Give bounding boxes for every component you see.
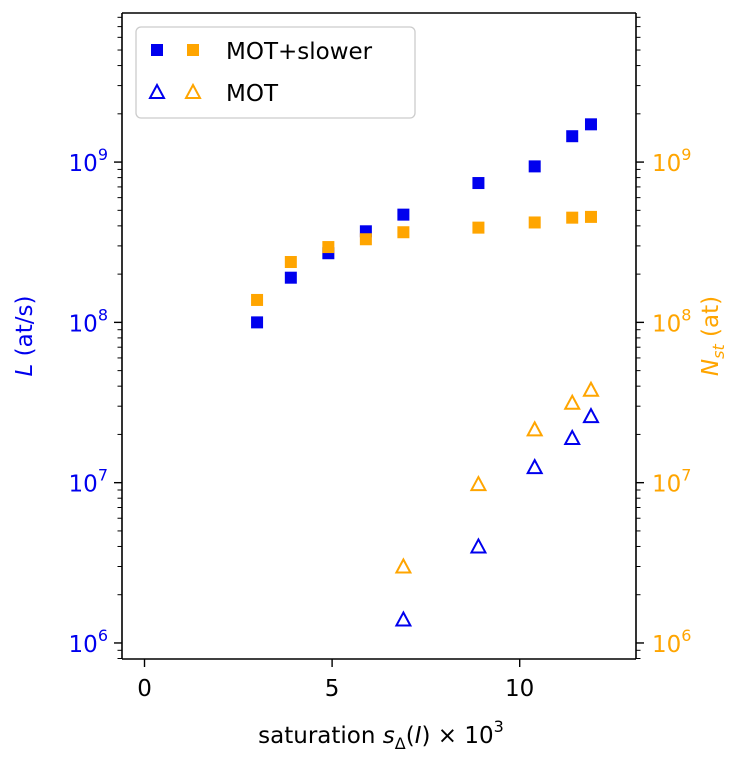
y-left-tick-label-9: 109	[69, 145, 108, 177]
y-right-tick-label-8: 108	[652, 305, 691, 337]
point-n-mot-slower-3	[359, 233, 372, 246]
y-left-tick-label-6: 106	[69, 626, 108, 658]
point-n-mot-slower-0	[251, 293, 264, 306]
point-n-mot-2	[526, 420, 544, 437]
y-left-tick-label-8: 108	[69, 305, 108, 337]
legend-label-mot-slower: MOT+slower	[226, 39, 373, 65]
point-n-mot-3	[563, 393, 581, 410]
point-n-mot-4	[582, 380, 600, 397]
legend-triangle-blue	[148, 82, 166, 99]
point-l-mot-slower-4	[397, 208, 410, 221]
legend: MOT+slower MOT	[135, 26, 416, 119]
x-tick-label-10: 10	[505, 676, 534, 702]
y-right-tick-label-7: 107	[652, 466, 691, 498]
plot-content	[251, 118, 600, 627]
legend-box	[135, 26, 416, 119]
y-right-tick-label-9: 109	[652, 145, 691, 177]
point-n-mot-slower-4	[397, 226, 410, 239]
point-n-mot-slower-5	[472, 221, 485, 234]
y-right-axis-label: Nst (at)	[698, 296, 728, 376]
point-l-mot-2	[526, 458, 544, 475]
point-n-mot-slower-7	[566, 211, 579, 224]
point-l-mot-slower-8	[584, 118, 597, 131]
point-l-mot-slower-5	[472, 177, 485, 190]
point-l-mot-slower-2	[322, 247, 335, 260]
axes-frame	[121, 12, 637, 660]
legend-square-orange	[187, 44, 199, 56]
point-n-mot-slower-2	[322, 241, 335, 254]
point-l-mot-slower-7	[566, 130, 579, 143]
point-l-mot-3	[563, 428, 581, 445]
axis-labels: saturation sΔ(I) × 103 L (at/s) Nst (at)	[12, 296, 728, 753]
point-n-mot-0	[394, 557, 413, 574]
point-l-mot-1	[469, 537, 488, 554]
point-l-mot-4	[582, 407, 600, 424]
point-n-mot-slower-8	[584, 210, 597, 223]
y-left-axis-label: L (at/s)	[12, 296, 38, 377]
y-left-tick-label-7: 107	[69, 466, 108, 498]
legend-label-mot: MOT	[226, 81, 279, 107]
point-l-mot-slower-6	[528, 160, 541, 173]
point-n-mot-slower-6	[528, 216, 541, 229]
x-tick-label-5: 5	[325, 676, 340, 702]
y-right-tick-label-6: 106	[652, 626, 691, 658]
point-n-mot-slower-1	[284, 256, 297, 269]
point-l-mot-0	[394, 610, 413, 627]
legend-triangle-orange	[184, 82, 202, 99]
x-tick-label-0: 0	[137, 676, 152, 702]
legend-square-blue	[151, 44, 163, 56]
point-l-mot-slower-1	[284, 271, 297, 284]
ticks: 0 5 10 106 106 107 107 108 108 109 109	[69, 16, 691, 702]
x-axis-label: saturation sΔ(I) × 103	[258, 717, 504, 753]
point-n-mot-1	[469, 474, 488, 492]
point-l-mot-slower-0	[251, 316, 264, 329]
